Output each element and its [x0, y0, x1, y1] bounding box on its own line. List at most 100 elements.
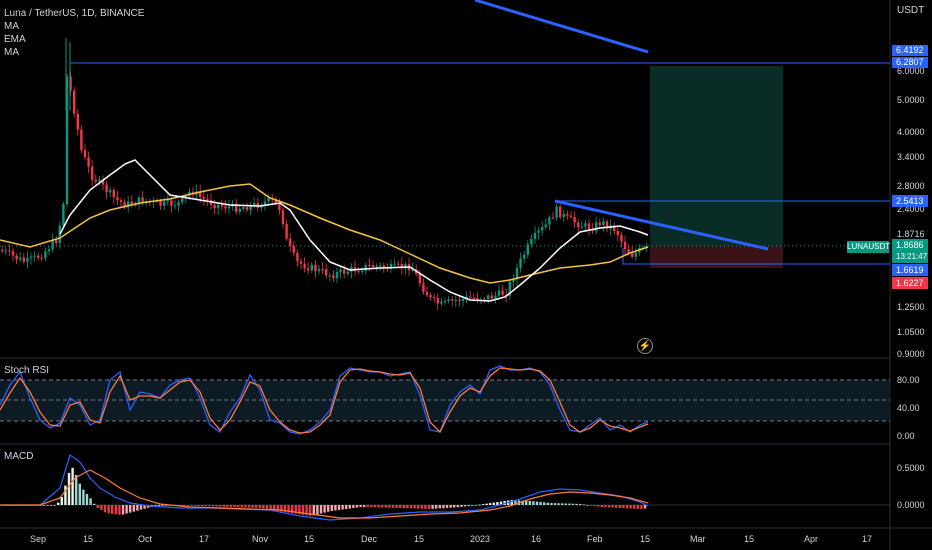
candle-body	[303, 263, 306, 269]
macd-bar	[413, 505, 416, 509]
macd-bar	[557, 503, 560, 505]
macd-bar	[636, 505, 639, 509]
macd-bar	[388, 505, 391, 508]
support-box[interactable]	[622, 248, 890, 265]
macd-bar	[75, 475, 78, 505]
macd-bar	[589, 505, 593, 506]
macd-bar	[640, 505, 643, 509]
candle-body	[11, 251, 15, 256]
macd-bar	[550, 503, 553, 505]
macd-bar	[273, 505, 276, 511]
indicator-ma-2[interactable]: MA	[4, 47, 19, 58]
price-label: 2.4000	[897, 204, 925, 214]
time-axis[interactable]: Sep 15 Oct 17 Nov 15 Dec 15 2023 16 Feb …	[0, 530, 890, 550]
macd-bar	[571, 503, 575, 505]
macd-bar	[204, 505, 207, 507]
macd-bar	[474, 505, 477, 506]
price-label: 6.0000	[897, 66, 925, 76]
macd-bar	[370, 505, 373, 508]
price-tag-2-5413[interactable]: 2.5413	[892, 195, 928, 207]
indicator-ema[interactable]: EMA	[4, 34, 26, 45]
candlestick-series	[1, 38, 648, 311]
macd-bar	[265, 505, 269, 509]
macd-bar	[625, 505, 629, 509]
macd-bar	[258, 505, 261, 508]
candle-body	[451, 299, 454, 301]
macd-bar	[219, 505, 222, 507]
price-axis[interactable]: 6.0000 5.0000 4.0000 3.4000 2.8000 2.400…	[890, 0, 932, 359]
macd-bar	[226, 505, 229, 507]
stoch-d-line	[0, 367, 649, 434]
indicator-ma-1[interactable]: MA	[4, 21, 19, 32]
candle-body	[587, 223, 591, 230]
stoch-rsi-title[interactable]: Stoch RSI	[4, 365, 50, 376]
macd-bar	[582, 504, 585, 506]
currency-label[interactable]: USDT	[897, 5, 925, 16]
macd-bar	[622, 505, 625, 509]
candle-body	[101, 179, 105, 185]
macd-bar	[165, 505, 168, 506]
price-tag-1-6619[interactable]: 1.6619	[892, 264, 928, 276]
macd-bar	[442, 505, 445, 509]
macd-bar	[161, 505, 164, 506]
time-label: Mar	[690, 534, 706, 544]
macd-bar	[543, 502, 546, 505]
macd-bar	[489, 503, 492, 505]
symbol-title[interactable]: Luna / TetherUS, 1D, BINANCE	[4, 8, 145, 19]
macd-bar	[197, 505, 200, 506]
candle-body	[310, 264, 313, 271]
macd-bar	[183, 505, 186, 506]
price-tag-1-6227[interactable]: 1.6227	[892, 277, 928, 289]
candle-body	[490, 295, 493, 299]
price-tag-6-2807[interactable]: 6.2807	[892, 57, 928, 68]
macd-bar	[528, 500, 531, 505]
candle-body	[19, 257, 22, 260]
candle-body	[242, 207, 245, 209]
time-label: 15	[304, 534, 315, 544]
candle-body	[47, 249, 51, 252]
candle-body	[602, 221, 605, 226]
candle-body	[58, 225, 61, 244]
candle-body	[134, 204, 137, 206]
macd-bar	[597, 505, 600, 507]
macd-bar	[579, 503, 582, 505]
time-label: 15	[83, 534, 94, 544]
macd-bar	[103, 505, 107, 513]
macd-bar	[125, 505, 128, 514]
macd-axis-label: 0.5000	[897, 463, 925, 473]
rsi-axis-label: 40.00	[897, 403, 920, 413]
macd-bar	[377, 505, 380, 508]
candle-body	[393, 263, 396, 265]
macd-bar	[208, 505, 211, 507]
candle-body	[443, 300, 447, 302]
long-position-stop-zone[interactable]	[650, 246, 783, 268]
symbol-price-label[interactable]: LUNAUSDT	[847, 241, 891, 253]
candle-body	[202, 197, 205, 199]
candle-body	[51, 240, 54, 250]
candle-body	[523, 254, 526, 259]
macd-bar	[535, 501, 539, 505]
macd-bar	[60, 497, 63, 505]
candle-body	[285, 224, 288, 239]
candle-body	[220, 204, 223, 207]
candle-body	[371, 265, 375, 268]
trend-line-descending[interactable]	[554, 199, 769, 251]
candle-body	[173, 205, 177, 207]
macd-bar	[373, 505, 377, 508]
candle-body	[328, 275, 331, 277]
macd-bar	[363, 505, 366, 508]
price-tag-6-4192[interactable]: 6.4192	[892, 45, 928, 56]
candle-body	[73, 90, 76, 114]
candle-body	[577, 222, 580, 228]
current-price-tag[interactable]: 1.8686 13:21:47	[892, 239, 928, 263]
countdown-timer: 13:21:47	[896, 252, 928, 261]
macd-bar	[355, 505, 359, 508]
long-position-profit-zone[interactable]	[650, 66, 783, 246]
candle-body	[22, 257, 25, 262]
lightning-icon[interactable]: ⚡	[637, 338, 653, 354]
candle-body	[94, 179, 97, 182]
macd-title[interactable]: MACD	[4, 451, 34, 462]
trend-line-top[interactable]	[474, 0, 649, 54]
candle-body	[397, 263, 400, 265]
